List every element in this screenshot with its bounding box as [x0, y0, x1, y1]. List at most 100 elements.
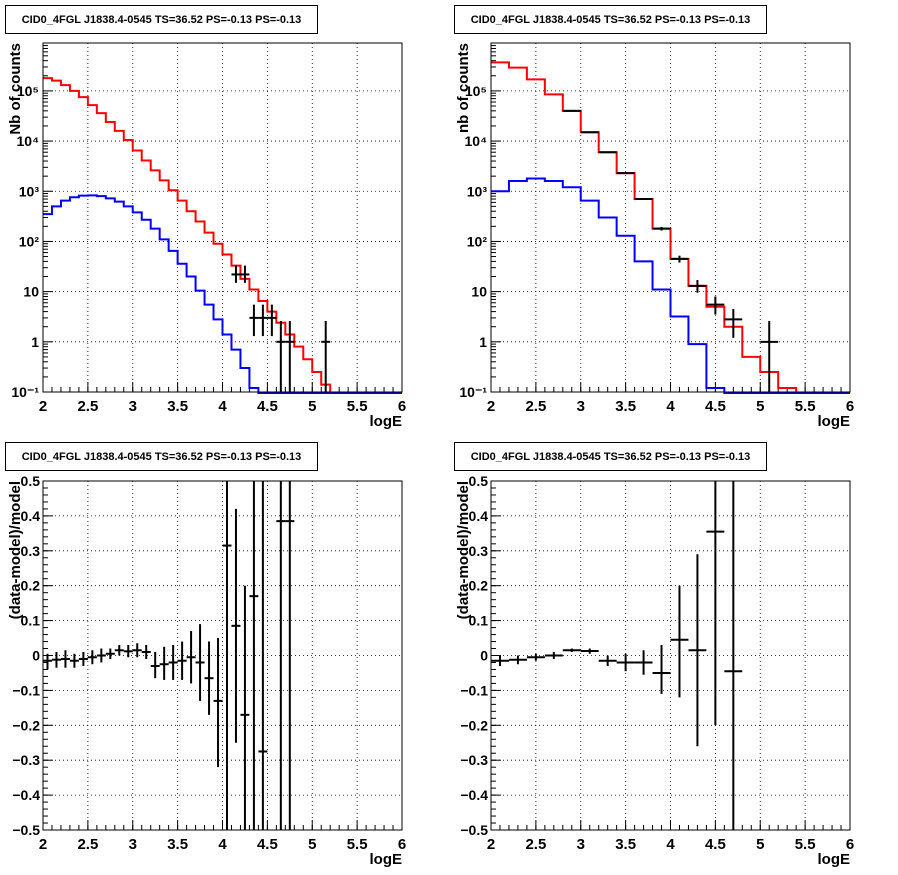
- x-tick-label: 2: [39, 398, 47, 415]
- chart-title-text: CID0_4FGL J1838.4-0545 TS=36.52 PS=-0.13…: [21, 13, 302, 26]
- x-tick-label: 5.5: [347, 398, 368, 415]
- x-tick-label: 3.5: [167, 398, 188, 415]
- chart-title: CID0_4FGL J1838.4-0545 TS=36.52 PS=-0.13…: [5, 442, 318, 471]
- y-tick-label: 10: [23, 284, 39, 300]
- x-tick-label: 2: [487, 398, 495, 415]
- y-tick-label: 0: [480, 648, 488, 664]
- y-tick-label: −0.5: [460, 822, 488, 838]
- x-tick-label: 4.5: [257, 836, 278, 853]
- y-tick-label: −0.2: [12, 717, 40, 733]
- y-tick-label: 0.3: [21, 543, 41, 559]
- y-tick-label: 1: [31, 334, 39, 350]
- y-tick-label: 0.2: [469, 578, 489, 594]
- x-tick-label: 5: [308, 836, 316, 853]
- x-tick-label: 4.5: [705, 836, 726, 853]
- plot-frame: [490, 42, 851, 393]
- x-tick-label: 2: [39, 836, 47, 853]
- y-tick-label: 0.4: [21, 508, 41, 524]
- x-axis-label: logE: [818, 851, 851, 868]
- y-tick-label: 0.2: [21, 578, 41, 594]
- x-tick-label: 5: [756, 398, 764, 415]
- x-tick-label: 3.5: [615, 398, 636, 415]
- y-tick-label: 10²: [19, 233, 40, 249]
- y-tick-label: 10²: [467, 233, 488, 249]
- y-tick-label: 0.1: [21, 613, 41, 629]
- y-tick-label: 0.3: [469, 543, 489, 559]
- x-tick-label: 5.5: [347, 836, 368, 853]
- model-source-histogram: [491, 177, 850, 394]
- residual-plot-bottom-right: 2 2.5 3 3.5 4 4.5 5 5.5 6 −0.5 −0.4 −0.3 −0.2 −0.1 0 0.…: [455, 473, 854, 868]
- spectrum-plot-top-right: 2 2.5 3 3.5 4 4.5 5 5.5 6 10⁻¹ 1 10 10² 10³ 10⁴ 10⁵ logE…: [455, 42, 854, 430]
- x-tick-label: 5.5: [795, 398, 816, 415]
- x-tick-label: 3.5: [615, 836, 636, 853]
- chart-title-text: CID0_4FGL J1838.4-0545 TS=36.52 PS=-0.13…: [470, 13, 751, 26]
- y-tick-label: 10⁻¹: [459, 384, 487, 400]
- y-tick-label: 10⁴: [465, 133, 488, 149]
- x-tick-label: 4: [218, 398, 227, 415]
- y-axis-label: Nb of counts: [7, 43, 24, 135]
- y-tick-label: −0.1: [460, 682, 488, 698]
- y-tick-label: 0: [32, 648, 40, 664]
- x-tick-label: 4: [218, 836, 227, 853]
- y-tick-label: 10⁵: [465, 83, 487, 99]
- model-source-histogram: [43, 194, 402, 394]
- y-axis-label: (data-model)/model: [7, 481, 24, 619]
- x-tick-label: 3: [577, 836, 585, 853]
- x-tick-label: 2.5: [525, 398, 546, 415]
- plot-frame: [42, 42, 403, 393]
- chart-title: CID0_4FGL J1838.4-0545 TS=36.52 PS=-0.13…: [5, 5, 318, 34]
- y-tick-label: 1: [479, 334, 487, 350]
- plot-frame: [490, 480, 851, 831]
- x-tick-label: 5: [308, 398, 316, 415]
- y-axis-label: (data-model)/model: [455, 481, 472, 619]
- x-tick-label: 5.5: [795, 836, 816, 853]
- y-tick-label: −0.3: [12, 752, 40, 768]
- x-tick-label: 6: [846, 398, 854, 415]
- x-tick-label: 2.5: [525, 836, 546, 853]
- x-tick-label: 2: [487, 836, 495, 853]
- y-tick-label: −0.5: [12, 822, 40, 838]
- pad-top-right: CID0_4FGL J1838.4-0545 TS=36.52 PS=-0.13…: [449, 0, 898, 437]
- x-tick-label: 6: [398, 836, 406, 853]
- y-tick-label: 10⁴: [17, 133, 40, 149]
- x-tick-label: 3.5: [167, 836, 188, 853]
- y-tick-label: −0.3: [460, 752, 488, 768]
- y-tick-label: −0.4: [460, 787, 488, 803]
- x-tick-label: 6: [846, 836, 854, 853]
- y-tick-label: −0.1: [12, 682, 40, 698]
- spectrum-plot-top-left: 2 2.5 3 3.5 4 4.5 5 5.5 6 10⁻¹ 1 10 10² 10³ 10⁴ 10⁵ logE…: [7, 42, 406, 430]
- y-tick-label: 0.5: [21, 473, 41, 489]
- x-axis-label: logE: [818, 413, 851, 430]
- y-tick-label: 10⁻¹: [11, 384, 39, 400]
- chart-title: CID0_4FGL J1838.4-0545 TS=36.52 PS=-0.13…: [454, 5, 767, 34]
- pad-bottom-left: CID0_4FGL J1838.4-0545 TS=36.52 PS=-0.13…: [0, 437, 449, 875]
- chart-title: CID0_4FGL J1838.4-0545 TS=36.52 PS=-0.13…: [454, 442, 767, 471]
- chart-title-text: CID0_4FGL J1838.4-0545 TS=36.52 PS=-0.13…: [21, 450, 302, 463]
- residual-plot-bottom-left: 2 2.5 3 3.5 4 4.5 5 5.5 6 −0.5 −0.4 −0.3 −0.2 −0.1 0 0.…: [7, 473, 406, 868]
- y-tick-label: 0.4: [469, 508, 489, 524]
- y-tick-label: −0.4: [12, 787, 40, 803]
- x-tick-label: 3: [129, 836, 137, 853]
- y-tick-label: 10³: [467, 183, 488, 199]
- y-axis-label: nb of counts: [455, 43, 472, 133]
- x-tick-label: 6: [398, 398, 406, 415]
- x-tick-label: 2.5: [77, 398, 98, 415]
- plot-frame: [42, 480, 403, 831]
- x-tick-label: 4: [666, 398, 675, 415]
- x-tick-label: 3: [577, 398, 585, 415]
- x-tick-label: 5: [756, 836, 764, 853]
- y-tick-label: 10: [471, 284, 487, 300]
- x-tick-label: 4: [666, 836, 675, 853]
- pad-top-left: CID0_4FGL J1838.4-0545 TS=36.52 PS=-0.13…: [0, 0, 449, 437]
- x-tick-label: 2.5: [77, 836, 98, 853]
- x-axis-label: logE: [370, 851, 403, 868]
- model-total-histogram: [43, 77, 402, 394]
- y-tick-label: 0.5: [469, 473, 489, 489]
- y-tick-label: 10³: [19, 183, 40, 199]
- pad-bottom-right: CID0_4FGL J1838.4-0545 TS=36.52 PS=-0.13…: [449, 437, 898, 875]
- x-tick-label: 3: [129, 398, 137, 415]
- y-tick-label: 10⁵: [17, 83, 39, 99]
- x-axis-label: logE: [370, 413, 403, 430]
- x-tick-label: 4.5: [257, 398, 278, 415]
